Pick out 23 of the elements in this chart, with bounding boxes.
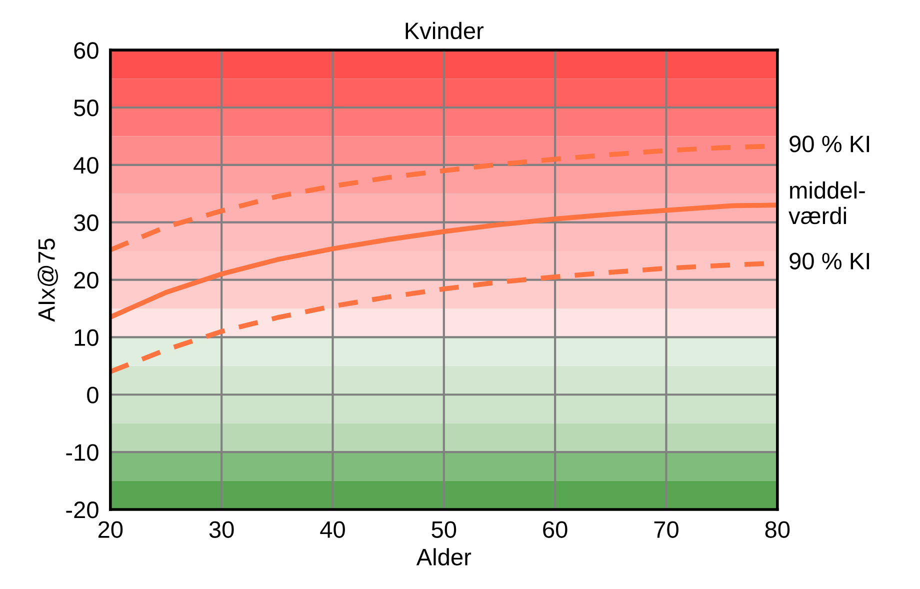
x-axis-title: Alder bbox=[416, 548, 472, 566]
y-tick-label: 40 bbox=[74, 156, 98, 174]
y-tick-label: -20 bbox=[66, 502, 98, 518]
line-series bbox=[110, 202, 778, 320]
text: 90 % KI bbox=[790, 136, 870, 152]
y-tick-label: 30 bbox=[74, 214, 98, 232]
x-tick-label: 50 bbox=[432, 521, 456, 538]
y-tick-label: 50 bbox=[74, 100, 98, 116]
text: 90 % KI bbox=[790, 252, 870, 270]
x-tick-label: 30 bbox=[209, 521, 234, 538]
x-tick-label: 70 bbox=[654, 521, 678, 538]
y-tick-label: 20 bbox=[74, 272, 98, 289]
x-tick-label: 80 bbox=[765, 521, 790, 538]
y-tick-label: 0 bbox=[87, 386, 98, 404]
y-axis-title: AIx@75 bbox=[38, 238, 58, 322]
chart-title: Kvinder bbox=[406, 22, 484, 40]
x-tick-label: 40 bbox=[320, 521, 345, 538]
y-tick-label: 60 bbox=[74, 42, 98, 59]
x-tick-label: 60 bbox=[543, 521, 568, 538]
y-tick-label: 10 bbox=[74, 329, 98, 346]
x-tick-label: 20 bbox=[98, 521, 123, 538]
y-tick-label: -10 bbox=[66, 444, 98, 461]
text: middel- værdi bbox=[788, 181, 865, 224]
